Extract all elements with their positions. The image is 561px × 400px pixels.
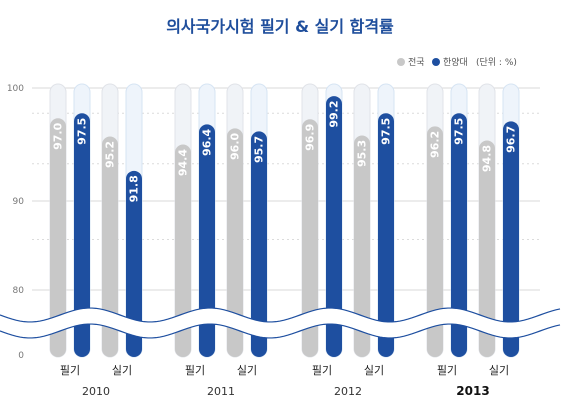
bar-value-label: 96.7: [505, 126, 518, 153]
bar-2013-실기-전국: [479, 140, 495, 357]
category-label: 필기: [60, 364, 80, 377]
bar-2010-필기-전국: [50, 118, 66, 357]
y-tick-label: 90: [13, 197, 25, 207]
bar-2010-실기-전국: [102, 136, 118, 357]
bar-value-label: 95.7: [253, 136, 266, 163]
bar-value-label: 97.5: [380, 118, 393, 145]
category-label: 실기: [237, 364, 257, 377]
bar-2013-필기-한양대: [451, 113, 467, 357]
legend-swatch-series-0: [397, 58, 405, 66]
bar-value-label: 94.8: [481, 145, 494, 172]
bar-value-label: 96.9: [304, 124, 317, 151]
axis-break-line-top: [0, 307, 561, 323]
chart-title: 의사국가시험 필기 & 실기 합격률: [166, 17, 394, 36]
legend-unit-note: (단위 : %): [476, 57, 517, 68]
year-label-2013: 2013: [456, 384, 489, 398]
bar-value-label: 95.2: [104, 141, 117, 168]
year-label-2012: 2012: [334, 385, 362, 398]
y-tick-label: 80: [13, 286, 25, 296]
bar-value-label: 99.2: [328, 101, 341, 128]
bar-2012-필기-한양대: [326, 96, 342, 357]
bar-value-label: 96.4: [201, 128, 214, 155]
bar-value-label: 91.8: [128, 175, 141, 202]
bar-2011-필기-전국: [175, 144, 191, 357]
legend-swatch-series-1: [432, 58, 440, 66]
y-tick-label: 100: [7, 84, 24, 94]
category-label: 필기: [437, 364, 457, 377]
year-label-2010: 2010: [82, 385, 110, 398]
axis-break-line-bottom: [0, 323, 561, 339]
axis-break: [0, 307, 561, 339]
category-label: 필기: [312, 364, 332, 377]
legend-label-series-1: 한양대: [443, 57, 468, 68]
bar-value-label: 95.3: [356, 140, 369, 167]
bar-value-label: 97.0: [52, 122, 65, 149]
bar-2011-실기-전국: [227, 128, 243, 357]
bar-2013-필기-전국: [427, 126, 443, 357]
legend-label-series-0: 전국: [408, 57, 425, 68]
bar-2011-실기-한양대: [251, 131, 267, 357]
category-label: 실기: [489, 364, 509, 377]
legend: 전국 한양대 (단위 : %): [397, 57, 517, 68]
bar-value-label: 97.5: [453, 118, 466, 145]
bar-value-label: 94.4: [177, 149, 190, 176]
bar-value-label: 96.2: [429, 131, 442, 158]
category-label: 필기: [185, 364, 205, 377]
bar-2012-필기-전국: [302, 119, 318, 357]
bar-2010-필기-한양대: [74, 113, 90, 357]
y-axis: 100 90 80 0: [7, 84, 24, 361]
category-label: 실기: [364, 364, 384, 377]
bar-2013-실기-한양대: [503, 121, 519, 357]
bar-2010-실기-한양대: [126, 170, 142, 357]
bar-value-label: 96.0: [229, 132, 242, 159]
bars: 97.0 97.5 95.2 91.8 94.4 96.4 96.0 95.7 96.9 99.2…: [49, 83, 520, 358]
category-label: 실기: [112, 364, 132, 377]
year-label-2011: 2011: [207, 385, 235, 398]
bar-2012-실기-전국: [354, 135, 370, 357]
y-tick-label: 0: [18, 351, 24, 361]
bar-2012-실기-한양대: [378, 113, 394, 357]
bar-2011-필기-한양대: [199, 124, 215, 357]
bar-value-label: 97.5: [76, 118, 89, 145]
